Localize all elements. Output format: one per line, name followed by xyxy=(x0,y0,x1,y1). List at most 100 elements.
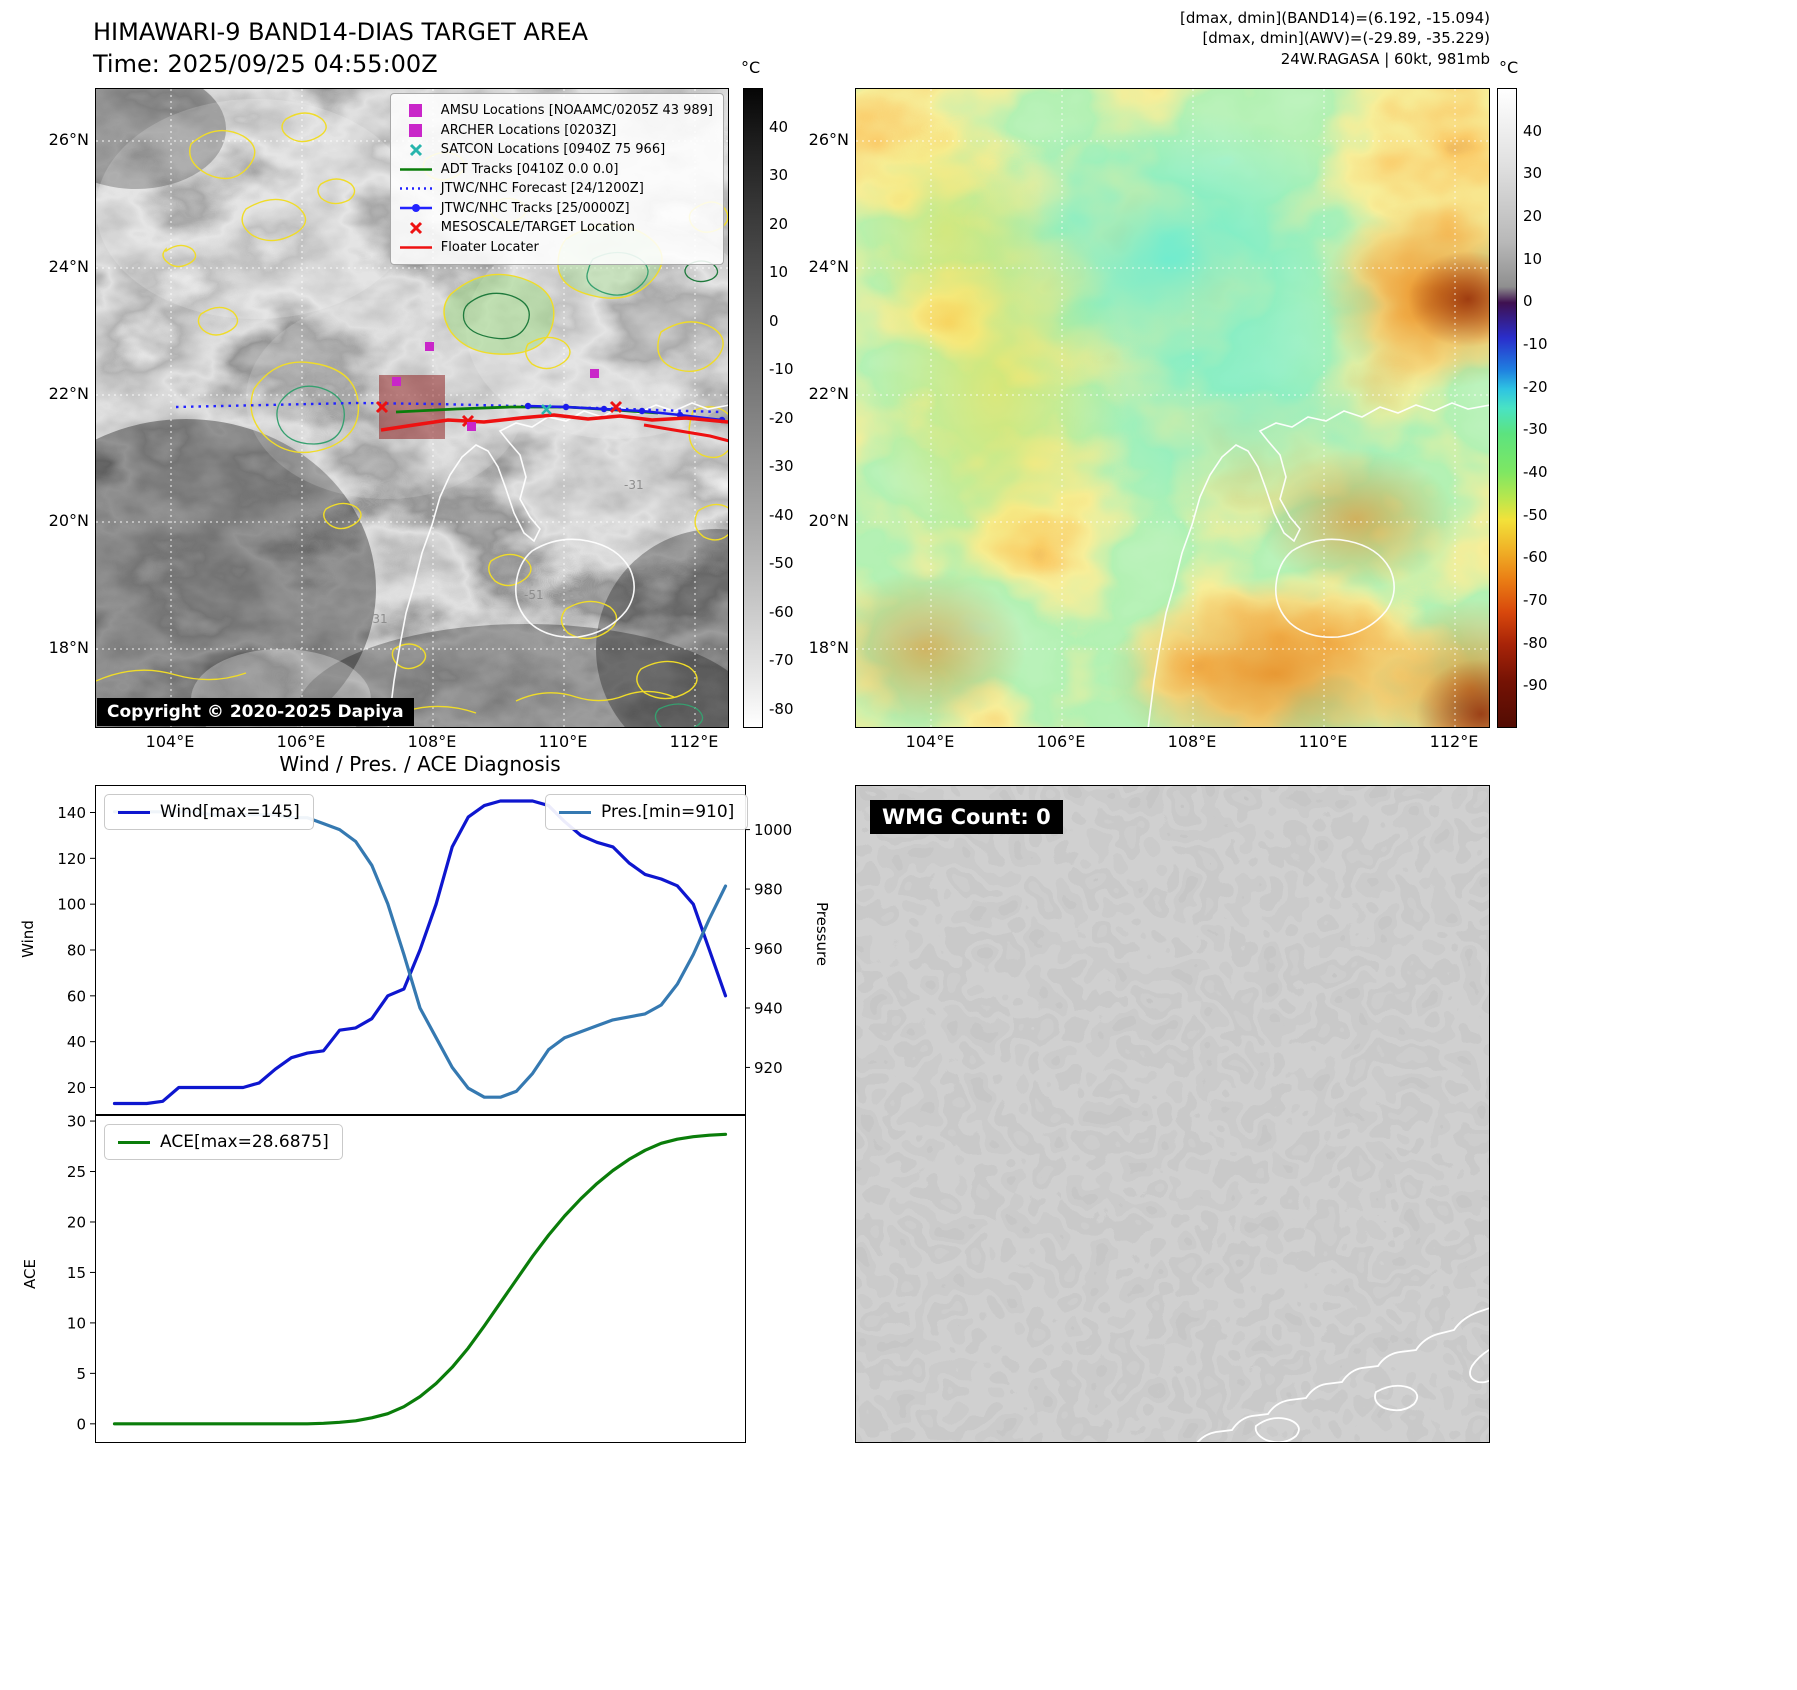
ace-legend: ACE[max=28.6875] xyxy=(104,1124,343,1160)
ace-axis-label: ACE xyxy=(21,1259,39,1289)
legend-item: ADT Tracks [0410Z 0.0 0.0] xyxy=(399,160,713,180)
line-marker-icon xyxy=(399,244,433,251)
legend-item: JTWC/NHC Tracks [25/0000Z] xyxy=(399,199,713,219)
coastline xyxy=(1196,1307,1489,1442)
awv-colorbar-tick: 40 xyxy=(1523,121,1543,140)
dmax-dmin-awv: [dmax, dmin](AWV)=(-29.89, -35.229) xyxy=(1202,29,1490,48)
wind-line-swatch xyxy=(118,810,150,814)
y-tick-label: 40 xyxy=(67,1033,86,1051)
wind-axis-label: Wind xyxy=(19,920,37,958)
longitude-tick-label: 106°E xyxy=(1036,732,1086,751)
latitude-tick-label: 22°N xyxy=(48,384,89,403)
y-tick-label: 25 xyxy=(67,1163,86,1181)
mesoscale-target-markers xyxy=(375,400,623,428)
legend-item: MESOSCALE/TARGET Location xyxy=(399,218,713,238)
y-tick-label: 20 xyxy=(67,1079,86,1097)
band14-colorbar-tick: -20 xyxy=(769,408,794,427)
y-tick-label: 15 xyxy=(67,1264,86,1282)
band14-colorbar xyxy=(743,88,763,728)
grid-lines xyxy=(856,89,1489,727)
band14-colorbar-tick: -60 xyxy=(769,602,794,621)
band14-colorbar-tick: -10 xyxy=(769,360,794,379)
y-tick-label: 140 xyxy=(57,804,86,822)
wind-legend-label: Wind[max=145] xyxy=(160,802,300,822)
line-dot-marker-icon xyxy=(399,202,433,214)
awv-colorbar-tick: -10 xyxy=(1523,335,1548,353)
colorbar-unit-label: °C xyxy=(1499,58,1519,77)
awv-colorbar xyxy=(1497,88,1517,728)
legend-item: AMSU Locations [NOAAMC/0205Z 43 989] xyxy=(399,101,713,121)
longitude-tick-label: 104°E xyxy=(905,732,955,751)
square-marker-icon xyxy=(399,104,433,118)
colorbar-unit-label: °C xyxy=(741,58,761,77)
awv-colorbar-tick: -50 xyxy=(1523,505,1548,524)
wmg-panel: WMG Count: 0 xyxy=(855,785,1490,1443)
band14-colorbar-tick: 40 xyxy=(769,117,789,136)
wmg-count-badge: WMG Count: 0 xyxy=(870,800,1063,834)
series-line xyxy=(112,799,728,1106)
y-tick-label: 80 xyxy=(67,942,86,960)
awv-map xyxy=(855,88,1490,728)
band14-colorbar-tick: -40 xyxy=(769,505,794,524)
map-legend: AMSU Locations [NOAAMC/0205Z 43 989] ARCH… xyxy=(389,93,724,265)
awv-map-image xyxy=(856,89,1489,727)
longitude-tick-label: 108°E xyxy=(407,732,457,751)
floater-track xyxy=(380,413,728,443)
satcon-marker xyxy=(541,404,552,415)
ace-line-swatch xyxy=(118,1140,150,1144)
contour-value-label: -31 xyxy=(368,612,388,626)
y-tick-label: 100 xyxy=(57,896,86,914)
amsu-archer-markers xyxy=(392,342,599,431)
latitude-tick-label: 18°N xyxy=(48,638,89,657)
y-tick-label: 120 xyxy=(57,850,86,868)
band14-colorbar-tick: -80 xyxy=(769,699,794,718)
y2-tick-label: 1000 xyxy=(754,821,792,839)
diagnosis-title: Wind / Pres. / ACE Diagnosis xyxy=(279,752,561,776)
legend-item: ARCHER Locations [0203Z] xyxy=(399,121,713,141)
wind-pressure-chart: 20 40 60 80 100 120 140 920 940 960 980 1000 xyxy=(57,785,792,1115)
copyright-badge: Copyright © 2020-2025 Dapiya xyxy=(97,698,414,726)
x-marker-icon xyxy=(399,221,433,235)
legend-label: ADT Tracks [0410Z 0.0 0.0] xyxy=(440,161,619,177)
legend-label: ARCHER Locations [0203Z] xyxy=(440,122,617,138)
pres-legend-label: Pres.[min=910] xyxy=(601,802,735,822)
wmg-image xyxy=(856,786,1489,1442)
band14-map: -31 -51 -31 AMSU Locations [NOAAMC/0205Z… xyxy=(95,88,729,728)
y2-tick-label: 920 xyxy=(754,1059,783,1077)
longitude-tick-label: 110°E xyxy=(538,732,588,751)
wind-legend: Wind[max=145] xyxy=(104,794,314,830)
awv-shading xyxy=(856,109,1489,727)
awv-colorbar-tick: 30 xyxy=(1523,164,1543,183)
legend-label: Floater Locater xyxy=(440,239,539,255)
legend-item: SATCON Locations [0940Z 75 966] xyxy=(399,140,713,160)
band14-title: HIMAWARI-9 BAND14-DIAS TARGET AREA xyxy=(93,18,589,46)
contour-value-label: -51 xyxy=(524,588,544,602)
wmg-texture xyxy=(856,786,1489,1442)
square-marker-icon xyxy=(399,123,433,137)
latitude-tick-label: 24°N xyxy=(808,257,849,276)
legend-label: AMSU Locations [NOAAMC/0205Z 43 989] xyxy=(440,103,713,119)
y2-tick-label: 940 xyxy=(754,999,783,1017)
line-marker-icon xyxy=(399,166,433,173)
legend-label: SATCON Locations [0940Z 75 966] xyxy=(440,142,666,158)
band14-colorbar-tick: 10 xyxy=(769,263,789,282)
longitude-tick-label: 112°E xyxy=(1429,732,1479,751)
longitude-tick-label: 104°E xyxy=(145,732,195,751)
legend-item: JTWC/NHC Forecast [24/1200Z] xyxy=(399,179,713,199)
band14-colorbar-tick: -30 xyxy=(769,457,794,476)
stats-header: [dmax, dmin](BAND14)=(6.192, -15.094) [d… xyxy=(1180,8,1490,69)
legend-label: MESOSCALE/TARGET Location xyxy=(440,220,635,236)
coastline xyxy=(1147,402,1489,727)
legend-label: JTWC/NHC Forecast [24/1200Z] xyxy=(440,181,644,197)
awv-colorbar-tick: -80 xyxy=(1523,633,1548,652)
y-tick-label: 0 xyxy=(76,1415,86,1433)
latitude-tick-label: 26°N xyxy=(808,130,849,149)
pressure-axis-label: Pressure xyxy=(813,901,831,967)
awv-colorbar-tick: -60 xyxy=(1523,548,1548,567)
plot-frame xyxy=(95,1115,746,1443)
awv-colorbar-tick: -70 xyxy=(1523,591,1548,609)
pres-line-swatch xyxy=(559,810,591,814)
awv-colorbar-tick: 20 xyxy=(1523,207,1543,225)
latitude-tick-label: 26°N xyxy=(48,130,89,149)
